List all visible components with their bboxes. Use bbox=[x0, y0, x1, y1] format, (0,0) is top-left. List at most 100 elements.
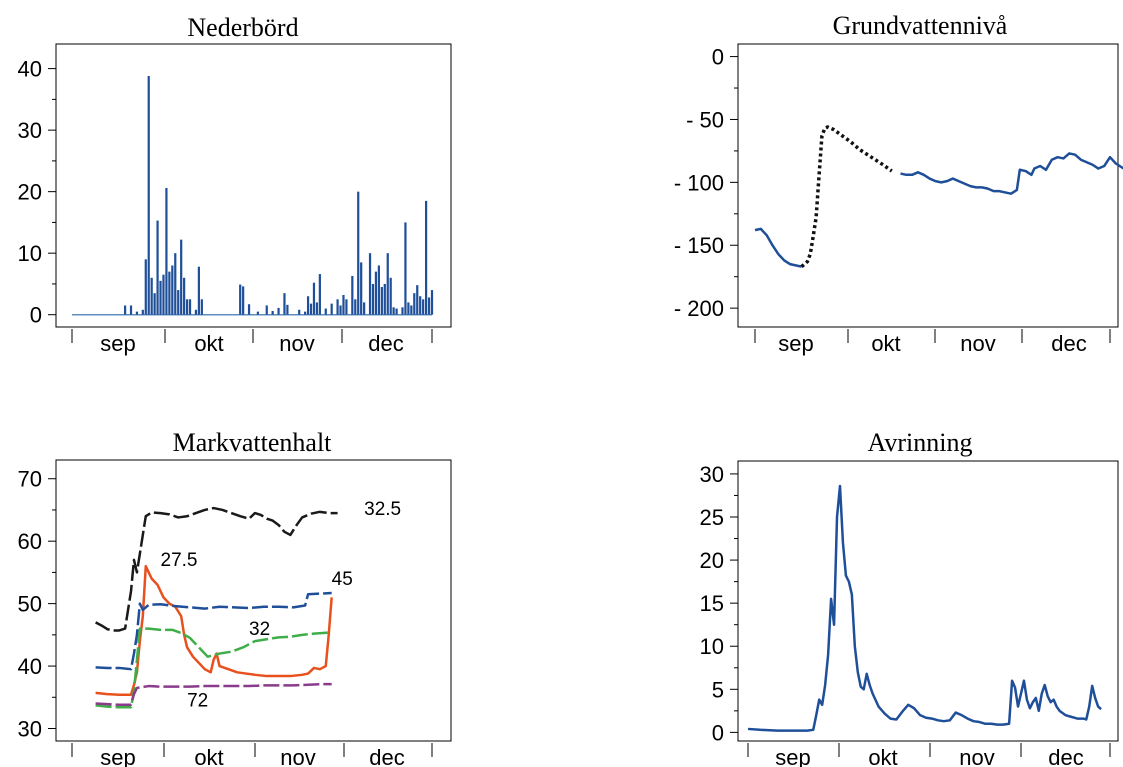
bar bbox=[144, 259, 147, 315]
x-tick-label: nov bbox=[959, 745, 994, 767]
bar bbox=[309, 303, 313, 315]
bar bbox=[162, 274, 165, 315]
bar bbox=[242, 286, 245, 315]
bar bbox=[129, 305, 133, 315]
bar bbox=[200, 299, 203, 315]
bar bbox=[401, 307, 404, 315]
y-tick-label: 60 bbox=[18, 529, 42, 554]
y-tick-label: - 100 bbox=[674, 170, 724, 195]
bar bbox=[304, 311, 307, 315]
bar bbox=[374, 271, 378, 315]
x-tick-label: okt bbox=[871, 331, 900, 356]
y-tick-label: 5 bbox=[712, 677, 724, 702]
y-tick-label: 0 bbox=[30, 303, 42, 328]
plot-frame bbox=[55, 459, 452, 742]
series-line bbox=[95, 564, 333, 697]
bar bbox=[404, 222, 407, 315]
bar bbox=[312, 282, 316, 315]
bar bbox=[377, 265, 380, 315]
series-label: 32 bbox=[249, 619, 270, 640]
x-tick-label: nov bbox=[280, 745, 315, 767]
x-tick-label: sep bbox=[775, 745, 810, 767]
x-tick-label: nov bbox=[279, 331, 314, 356]
bar bbox=[342, 295, 345, 315]
y-tick-label: 20 bbox=[700, 548, 724, 573]
x-tick-label: dec bbox=[1051, 331, 1086, 356]
y-tick-label: 25 bbox=[700, 505, 724, 530]
x-tick-label: okt bbox=[194, 331, 223, 356]
bar bbox=[368, 253, 372, 315]
bar bbox=[197, 266, 200, 315]
y-tick-label: 20 bbox=[18, 180, 42, 205]
bar bbox=[194, 309, 198, 315]
y-tick-label: 50 bbox=[18, 592, 42, 617]
bar bbox=[416, 285, 419, 315]
y-tick-label: 30 bbox=[18, 118, 42, 143]
bar bbox=[147, 75, 150, 315]
y-tick-label: 0 bbox=[712, 45, 724, 70]
bar bbox=[315, 302, 319, 315]
series-label: 72 bbox=[187, 691, 208, 712]
series-line bbox=[800, 125, 893, 268]
y-tick-label: 40 bbox=[18, 654, 42, 679]
bar bbox=[124, 305, 127, 315]
bar bbox=[239, 284, 242, 315]
bar bbox=[277, 307, 280, 315]
bar bbox=[380, 287, 383, 315]
x-tick-label: sep bbox=[778, 331, 813, 356]
bar bbox=[424, 200, 428, 315]
bar bbox=[354, 299, 357, 315]
bar bbox=[159, 280, 162, 315]
chart-panel-avrinning: Avrinning 0 5 10 15 20 25 30 sep okt nov dec bbox=[700, 428, 1119, 767]
series-line bbox=[95, 682, 332, 707]
bar bbox=[371, 283, 375, 315]
series-label: 45 bbox=[332, 569, 353, 590]
x-tick-label: sep bbox=[100, 745, 135, 767]
series-line bbox=[754, 227, 802, 268]
bar bbox=[256, 311, 260, 315]
chart-title: Markvattenhalt bbox=[173, 428, 333, 457]
bar bbox=[392, 307, 395, 315]
bar bbox=[271, 311, 274, 315]
series-line bbox=[900, 152, 1123, 195]
chart-title: Grundvattennivå bbox=[833, 11, 1008, 40]
bar bbox=[389, 277, 392, 315]
bar bbox=[185, 299, 189, 315]
y-tick-label: 70 bbox=[18, 467, 42, 492]
x-tick-label: sep bbox=[100, 331, 135, 356]
bar bbox=[422, 299, 425, 315]
bar bbox=[168, 271, 171, 315]
bar bbox=[336, 299, 339, 315]
bar bbox=[247, 304, 251, 315]
x-tick-label: okt bbox=[868, 745, 897, 767]
bar bbox=[345, 299, 348, 315]
y-tick-label: 10 bbox=[18, 241, 42, 266]
series-label: 32.5 bbox=[364, 499, 401, 520]
bar bbox=[330, 303, 333, 315]
x-tick-label: dec bbox=[369, 745, 404, 767]
y-tick-label: 30 bbox=[18, 717, 42, 742]
bar bbox=[135, 311, 139, 315]
x-tick-label: nov bbox=[960, 331, 995, 356]
bar bbox=[306, 296, 310, 315]
bar bbox=[153, 293, 156, 315]
chart-panel-markvattenhalt: Markvattenhalt 30 40 50 60 70 sep okt nov dec 32.5… bbox=[18, 428, 452, 767]
chart-title: Nederbörd bbox=[187, 13, 298, 42]
bar bbox=[407, 302, 410, 315]
bar bbox=[141, 309, 144, 315]
bar bbox=[419, 296, 422, 315]
series-line bbox=[95, 591, 332, 671]
bar bbox=[324, 308, 327, 315]
bar bbox=[413, 293, 416, 315]
bar bbox=[363, 302, 366, 315]
plot-frame bbox=[55, 43, 452, 328]
bar bbox=[395, 308, 398, 315]
bar bbox=[357, 191, 360, 315]
x-tick-label: dec bbox=[368, 331, 403, 356]
bar bbox=[180, 239, 183, 315]
y-tick-label: - 200 bbox=[674, 296, 724, 321]
bar bbox=[351, 275, 354, 315]
y-tick-label: 10 bbox=[700, 634, 724, 659]
bar bbox=[265, 305, 268, 315]
